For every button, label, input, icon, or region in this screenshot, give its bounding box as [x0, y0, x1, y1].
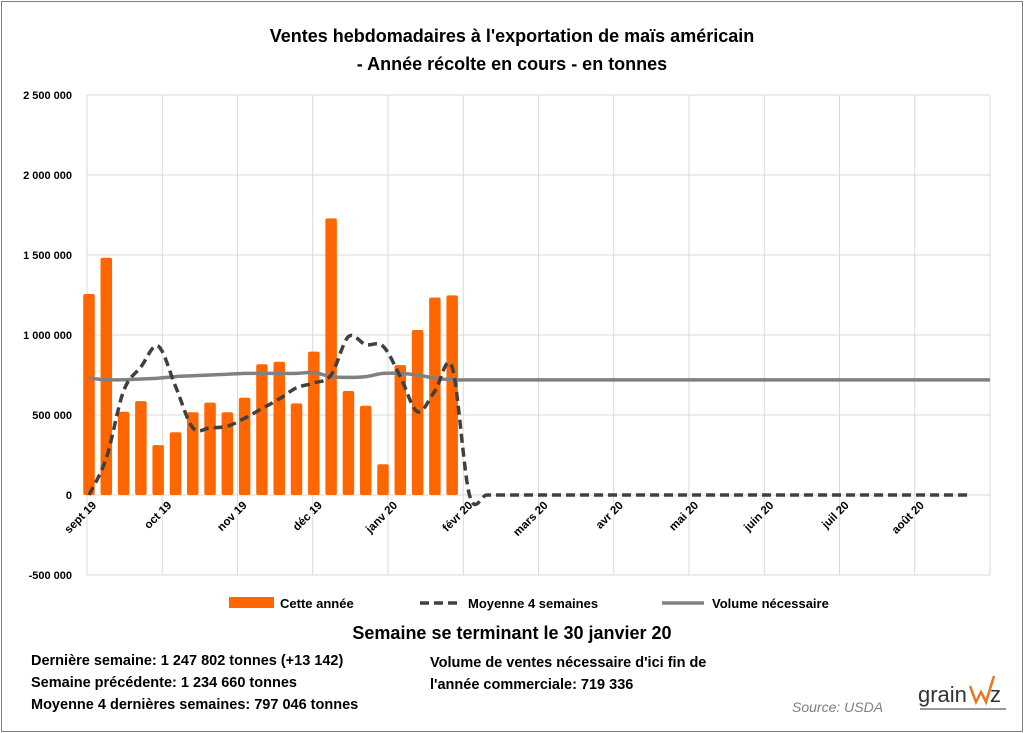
bar-cette-annee	[117, 411, 130, 495]
legend-swatch-bar	[229, 597, 274, 608]
bar-cette-annee	[359, 405, 372, 495]
x-tick-label: avr 20	[594, 500, 626, 532]
legend-item-volume-necessaire[interactable]: Volume nécessaire	[662, 596, 829, 611]
x-tick-label: mai 20	[667, 500, 701, 534]
x-tick-label: déc 19	[291, 500, 325, 534]
x-tick-label: oct 19	[142, 500, 174, 532]
y-tick-label: 500 000	[32, 410, 72, 422]
bar-cette-annee	[429, 297, 441, 495]
y-tick-label: 0	[66, 490, 72, 502]
chart-title-line2: - Année récolte en cours - en tonnes	[357, 54, 667, 74]
bar-cette-annee	[273, 361, 285, 495]
legend-label: Cette année	[280, 596, 354, 611]
chart-title-line1: Ventes hebdomadaires à l'exportation de …	[270, 26, 754, 46]
needed-line1: Volume de ventes nécessaire d'ici fin de	[430, 655, 707, 671]
legend-label: Moyenne 4 semaines	[468, 596, 598, 611]
bar-cette-annee	[83, 294, 95, 495]
bar-cette-annee	[308, 351, 320, 495]
y-tick-label: 1 000 000	[23, 330, 72, 342]
last-week-text: Dernière semaine: 1 247 802 tonnes (+13 …	[31, 653, 344, 669]
y-tick-label: 2 000 000	[23, 170, 72, 182]
summary-left: Dernière semaine: 1 247 802 tonnes (+13 …	[31, 650, 358, 716]
summary-right: Volume de ventes nécessaire d'ici fin de…	[430, 652, 706, 696]
x-tick-label: sept 19	[63, 500, 100, 537]
x-tick-label: janv 20	[363, 500, 400, 537]
summary-heading: Semaine se terminant le 30 janvier 20	[352, 623, 671, 643]
legend-item-cette-annee[interactable]: Cette année	[229, 596, 354, 611]
y-tick-label: 1 500 000	[23, 250, 72, 262]
bar-cette-annee	[325, 218, 337, 496]
bar-cette-annee	[394, 365, 407, 495]
bar-cette-annee	[169, 432, 182, 495]
x-tick-label: juin 20	[741, 500, 776, 535]
y-tick-label: -500 000	[29, 570, 72, 582]
bar-cette-annee	[342, 391, 355, 495]
legend-label: Volume nécessaire	[712, 596, 829, 611]
source-text: Source: USDA	[792, 699, 884, 715]
bar-cette-annee	[204, 402, 216, 495]
legend-item-moyenne-4-semaines[interactable]: Moyenne 4 semaines	[420, 596, 598, 611]
svg-text:z: z	[990, 682, 1001, 707]
bar-cette-annee	[187, 412, 199, 495]
legend: Cette année Moyenne 4 semaines Volume né…	[229, 596, 829, 611]
x-tick-label: févr 20	[441, 500, 476, 535]
bar-cette-annee	[135, 401, 147, 495]
x-tick-label: mars 20	[511, 500, 550, 539]
bar-cette-annee	[446, 295, 458, 495]
bar-cette-annee	[256, 364, 268, 495]
bar-cette-annee	[221, 412, 234, 495]
needed-line2: l'année commerciale: 719 336	[430, 677, 634, 693]
svg-text:grain: grain	[918, 682, 967, 707]
avg4-text: Moyenne 4 dernières semaines: 797 046 to…	[31, 697, 359, 713]
grainwiz-logo: grain z	[918, 675, 1006, 710]
y-tick-label: 2 500 000	[23, 90, 72, 102]
x-tick-label: juil 20	[819, 500, 851, 532]
line-volume-necessaire	[88, 370, 990, 382]
x-tick-label: nov 19	[215, 500, 249, 534]
bar-cette-annee	[238, 397, 251, 495]
line-moyenne-4-semaines	[87, 333, 971, 507]
bar-cette-annee	[100, 257, 113, 495]
bar-cette-annee	[290, 403, 303, 495]
bar-cette-annee	[152, 445, 164, 495]
x-tick-label: août 20	[890, 500, 927, 537]
previous-week-text: Semaine précédente: 1 234 660 tonnes	[31, 675, 297, 691]
bar-cette-annee	[377, 464, 389, 495]
